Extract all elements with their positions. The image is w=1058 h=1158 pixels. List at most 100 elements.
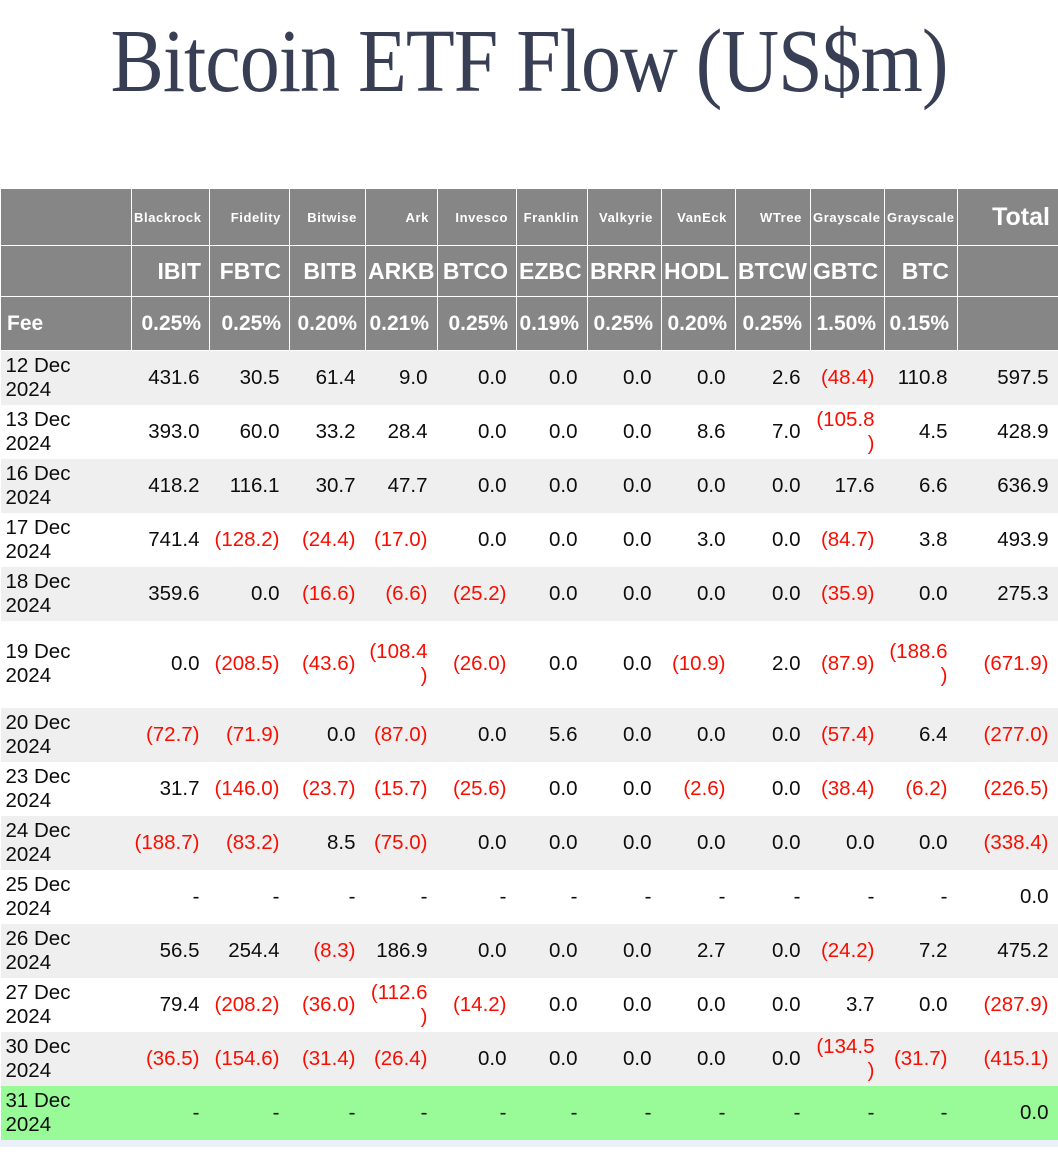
value-cell-btc: 6.6 xyxy=(885,459,958,513)
value-cell-btc: (6.2) xyxy=(885,762,958,816)
value-cell-btcw: 0.0 xyxy=(736,762,811,816)
date-cell: 23 Dec 2024 xyxy=(1,762,132,816)
total-value-cell: 0.0 xyxy=(958,870,1058,924)
value-cell-arkb: (6.6) xyxy=(366,567,438,621)
value-cell-ibit: 79.4 xyxy=(132,978,210,1032)
value-cell-btco: (25.2) xyxy=(438,567,517,621)
value-cell-btc: 6.4 xyxy=(885,708,958,762)
page-title: Bitcoin ETF Flow (US$m) xyxy=(0,6,1058,118)
value-cell-brrr: 0.0 xyxy=(588,621,662,708)
value-cell-hodl: 0.0 xyxy=(662,459,736,513)
provider-cell-btc: Grayscale xyxy=(885,189,958,246)
value-cell-hodl: (10.9) xyxy=(662,621,736,708)
total-value-cell: 636.9 xyxy=(958,459,1058,513)
fee-label-cell: Fee xyxy=(1,297,132,351)
date-cell: 24 Dec 2024 xyxy=(1,816,132,870)
total-header-cell: Total xyxy=(958,189,1058,246)
value-cell-gbtc: (38.4) xyxy=(811,762,885,816)
corner-cell xyxy=(1,189,132,246)
fee-cell-hodl: 0.20% xyxy=(662,297,736,351)
value-cell-btc: 7.2 xyxy=(885,924,958,978)
value-cell-brrr: 0.0 xyxy=(588,351,662,405)
total-value-cell: 275.3 xyxy=(958,567,1058,621)
value-cell-hodl: 0.0 xyxy=(662,816,736,870)
total-value-cell: 597.5 xyxy=(958,351,1058,405)
fee-cell-ezbc: 0.19% xyxy=(517,297,588,351)
value-cell-btc: (188.6) xyxy=(885,621,958,708)
value-cell-arkb: - xyxy=(366,870,438,924)
value-cell-btc: 0.0 xyxy=(885,978,958,1032)
value-cell-bitb: 0.0 xyxy=(290,708,366,762)
value-cell-ezbc: 0.0 xyxy=(517,621,588,708)
provider-cell-ezbc: Franklin xyxy=(517,189,588,246)
value-cell-bitb: (16.6) xyxy=(290,567,366,621)
value-cell-btco: - xyxy=(438,1086,517,1140)
value-cell-arkb: (26.4) xyxy=(366,1032,438,1086)
value-cell-btcw: - xyxy=(736,870,811,924)
fee-cell-arkb: 0.21% xyxy=(366,297,438,351)
value-cell-hodl: 3.0 xyxy=(662,513,736,567)
value-cell-gbtc: 3.7 xyxy=(811,978,885,1032)
value-cell-gbtc: - xyxy=(811,1086,885,1140)
total-value-cell: 0.0 xyxy=(958,1086,1058,1140)
value-cell-bitb: 33.2 xyxy=(290,405,366,459)
value-cell-btc: - xyxy=(885,1086,958,1140)
value-cell-bitb: (31.4) xyxy=(290,1032,366,1086)
value-cell-hodl: 8.6 xyxy=(662,405,736,459)
value-cell-gbtc: (134.5) xyxy=(811,1032,885,1086)
table-row-31-dec-2024: 31 Dec 2024-----------0.0 xyxy=(1,1086,1058,1140)
value-cell-fbtc: 30.5 xyxy=(210,351,290,405)
value-cell-btcw: 0.0 xyxy=(736,924,811,978)
value-cell-btcw: 0.0 xyxy=(736,978,811,1032)
value-cell-arkb: (15.7) xyxy=(366,762,438,816)
ticker-cell-btc: BTC xyxy=(885,246,958,297)
value-cell-ibit: 0.0 xyxy=(132,621,210,708)
ticker-cell-gbtc: GBTC xyxy=(811,246,885,297)
value-cell-btco: 0.0 xyxy=(438,405,517,459)
value-cell-arkb: (112.6) xyxy=(366,978,438,1032)
value-cell-ezbc: 0.0 xyxy=(517,762,588,816)
date-cell: 26 Dec 2024 xyxy=(1,924,132,978)
ticker-corner-cell xyxy=(1,246,132,297)
provider-cell-ibit: Blackrock xyxy=(132,189,210,246)
value-cell-brrr: 0.0 xyxy=(588,513,662,567)
value-cell-brrr: - xyxy=(588,870,662,924)
provider-cell-hodl: VanEck xyxy=(662,189,736,246)
value-cell-arkb: (17.0) xyxy=(366,513,438,567)
fee-cell-fbtc: 0.25% xyxy=(210,297,290,351)
value-cell-bitb: - xyxy=(290,1086,366,1140)
date-cell: 16 Dec 2024 xyxy=(1,459,132,513)
total-value-cell: (287.9) xyxy=(958,978,1058,1032)
provider-cell-bitb: Bitwise xyxy=(290,189,366,246)
value-cell-btco: 0.0 xyxy=(438,351,517,405)
value-cell-btco: (25.6) xyxy=(438,762,517,816)
value-cell-fbtc: (128.2) xyxy=(210,513,290,567)
value-cell-hodl: - xyxy=(662,870,736,924)
value-cell-hodl: 0.0 xyxy=(662,1032,736,1086)
value-cell-fbtc: 254.4 xyxy=(210,924,290,978)
value-cell-brrr: - xyxy=(588,1086,662,1140)
fee-cell-gbtc: 1.50% xyxy=(811,297,885,351)
value-cell-brrr: 0.0 xyxy=(588,459,662,513)
value-cell-gbtc: 0.0 xyxy=(811,816,885,870)
total-value-cell: 493.9 xyxy=(958,513,1058,567)
value-cell-brrr: 0.0 xyxy=(588,978,662,1032)
value-cell-ezbc: 0.0 xyxy=(517,351,588,405)
total-value-cell: (226.5) xyxy=(958,762,1058,816)
value-cell-fbtc: (208.2) xyxy=(210,978,290,1032)
value-cell-fbtc: (146.0) xyxy=(210,762,290,816)
fee-cell-btco: 0.25% xyxy=(438,297,517,351)
value-cell-ibit: (72.7) xyxy=(132,708,210,762)
value-cell-hodl: (2.6) xyxy=(662,762,736,816)
value-cell-arkb: 47.7 xyxy=(366,459,438,513)
date-cell: 13 Dec 2024 xyxy=(1,405,132,459)
value-cell-fbtc: 116.1 xyxy=(210,459,290,513)
ticker-cell-ezbc: EZBC xyxy=(517,246,588,297)
value-cell-btcw: 7.0 xyxy=(736,405,811,459)
